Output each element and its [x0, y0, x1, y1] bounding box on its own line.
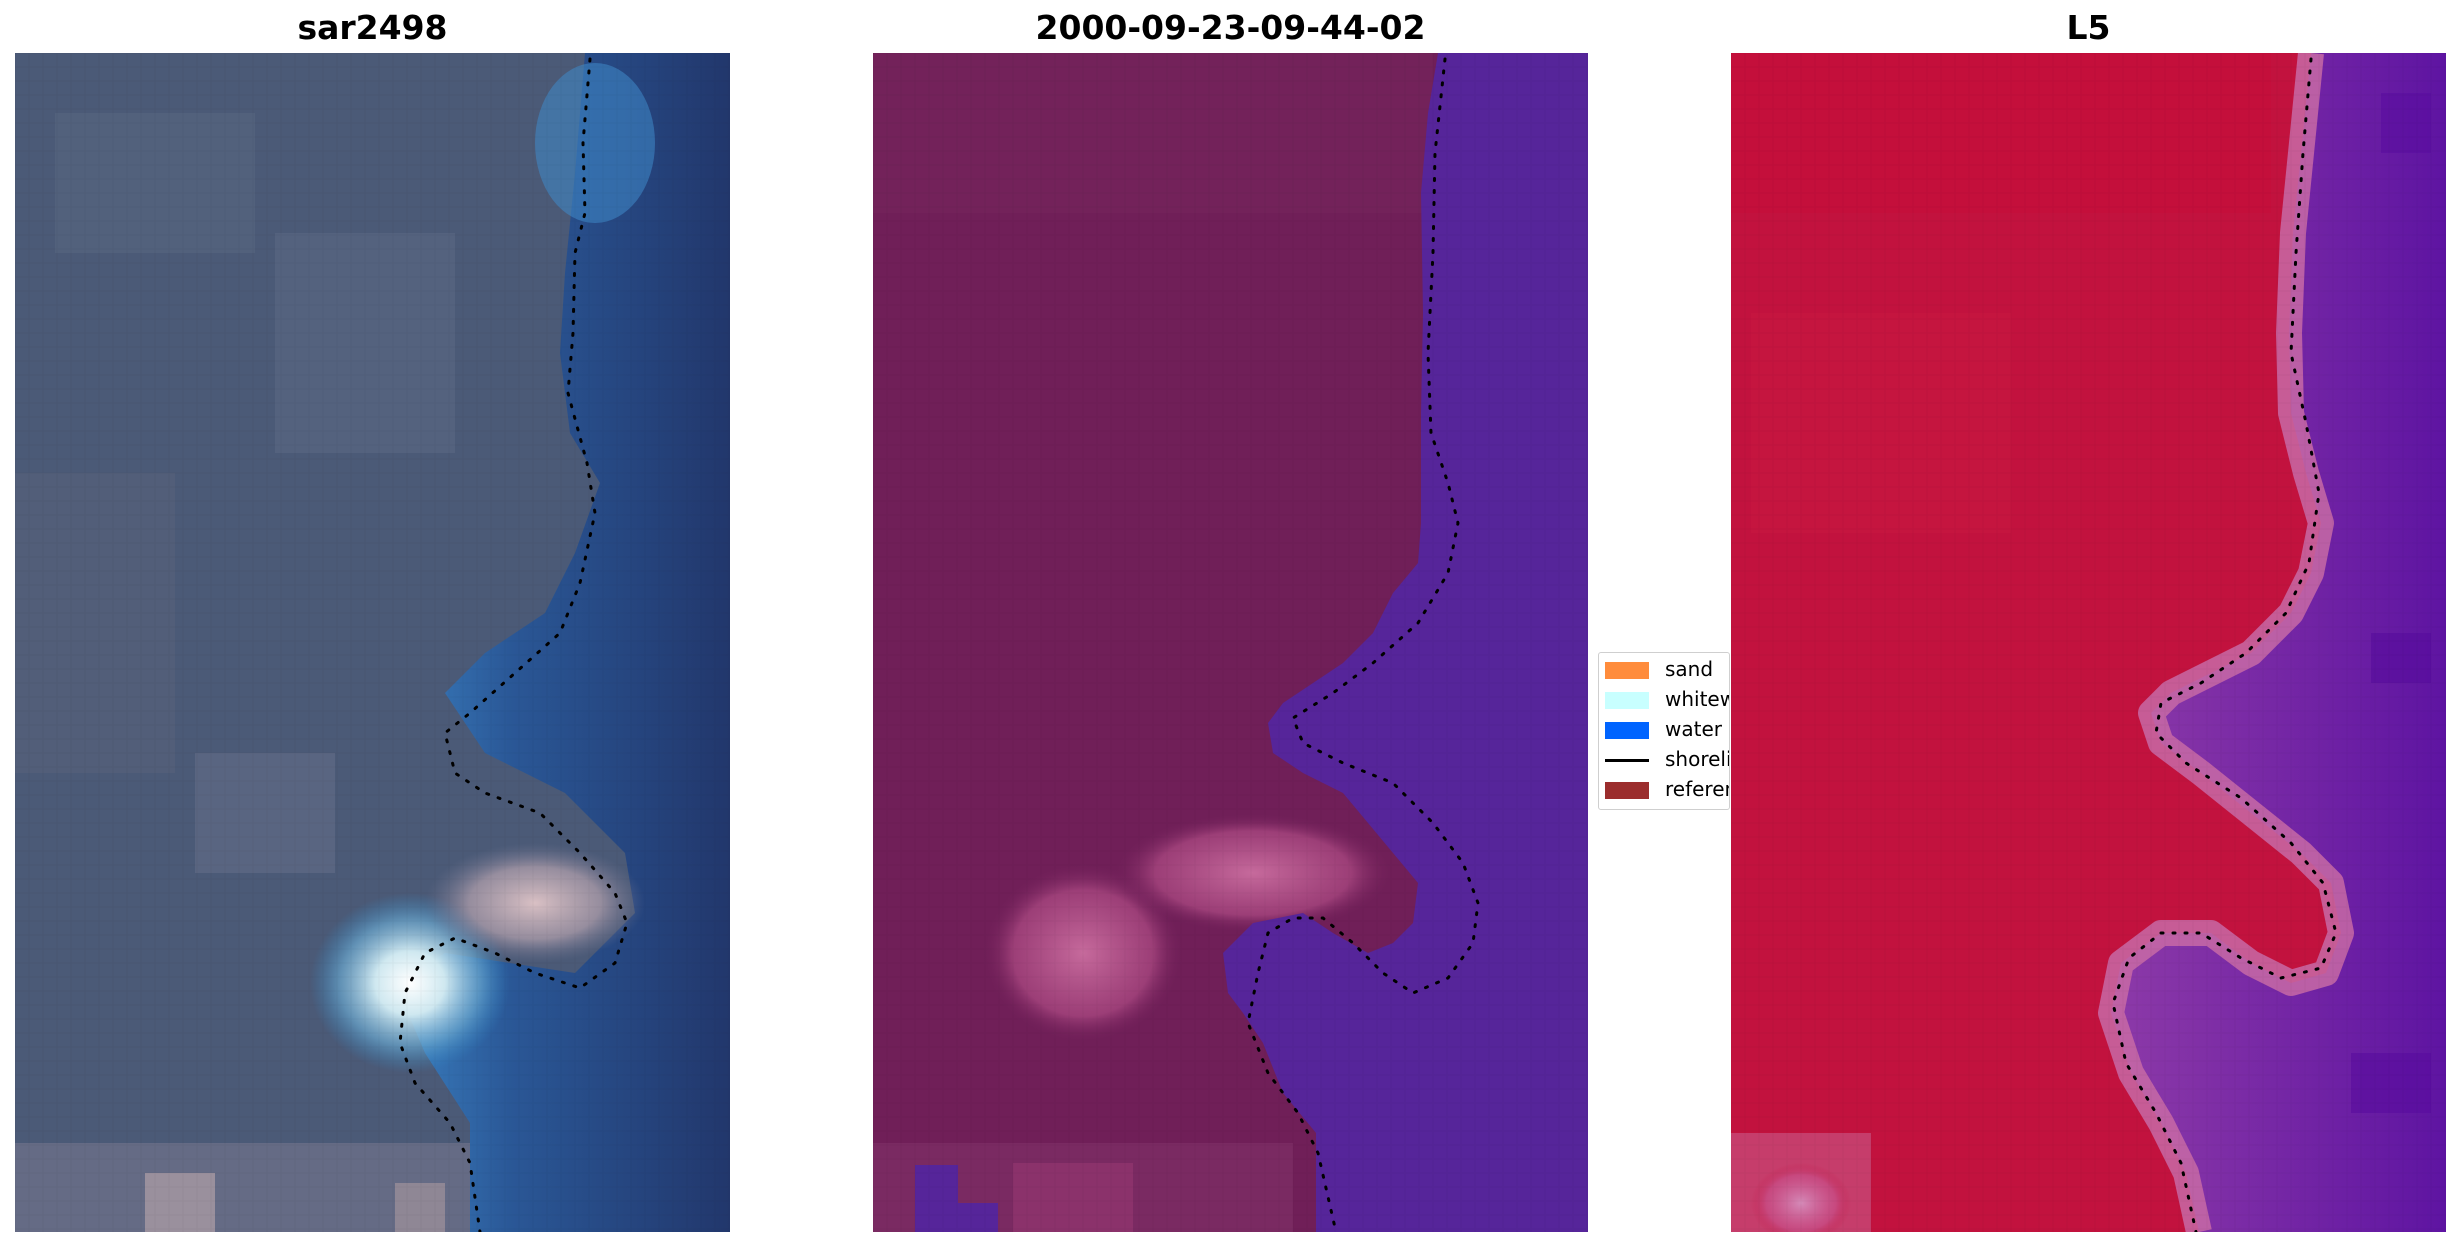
classified-image [873, 53, 1588, 1232]
classified-image-panel [873, 53, 1588, 1232]
panel-title-rgb: sar2498 [297, 8, 448, 47]
index-image-panel [1731, 53, 2446, 1232]
rgb-image [15, 53, 730, 1232]
shoreline-dots-classified [1246, 57, 1480, 1232]
whitewater-swatch [1605, 692, 1649, 709]
shoreline-dots [398, 57, 629, 1232]
water-swatch [1605, 722, 1649, 739]
shoreline-line [1605, 759, 1649, 762]
index-image [1731, 53, 2446, 1232]
panel-title-classified: 2000-09-23-09-44-02 [1035, 8, 1426, 47]
rgb-image-panel [15, 53, 730, 1232]
legend-label: water [1665, 717, 1722, 741]
legend-label: reference [1665, 777, 1729, 801]
legend-label: sand [1665, 657, 1714, 681]
shoreline-dots-index [2111, 57, 2338, 1232]
legend-label: shoreline [1665, 747, 1729, 771]
reference-swatch [1605, 782, 1649, 799]
panel-title-index: L5 [2066, 8, 2111, 47]
sand-swatch [1605, 662, 1649, 679]
